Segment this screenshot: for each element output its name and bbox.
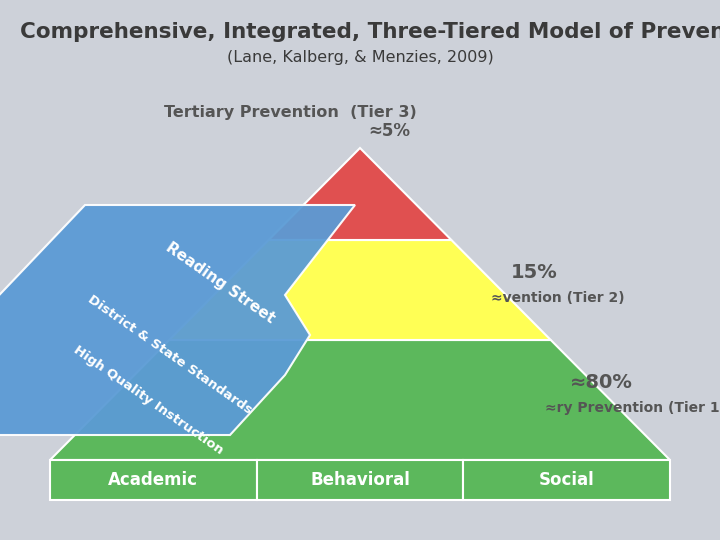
Text: 15%: 15% <box>511 262 558 281</box>
Text: Social: Social <box>539 471 595 489</box>
Polygon shape <box>0 205 355 435</box>
Text: Reading Street: Reading Street <box>163 240 277 326</box>
Text: District & State Standards: District & State Standards <box>86 293 255 417</box>
Text: Behavioral: Behavioral <box>310 471 410 489</box>
Bar <box>256 460 464 500</box>
Text: Academic: Academic <box>108 471 198 489</box>
Text: Tertiary Prevention  (Tier 3): Tertiary Prevention (Tier 3) <box>163 105 416 120</box>
Polygon shape <box>169 240 551 340</box>
Text: ≈5%: ≈5% <box>368 122 410 140</box>
Text: ≈vention (Tier 2): ≈vention (Tier 2) <box>491 291 625 305</box>
Polygon shape <box>269 148 451 240</box>
Bar <box>50 460 256 500</box>
Bar <box>0 0 720 75</box>
Text: Comprehensive, Integrated, Three-Tiered Model of Prevention: Comprehensive, Integrated, Three-Tiered … <box>20 22 720 42</box>
Text: (Lane, Kalberg, & Menzies, 2009): (Lane, Kalberg, & Menzies, 2009) <box>227 50 493 65</box>
Polygon shape <box>50 340 670 460</box>
Text: High Quality Instruction: High Quality Instruction <box>71 343 225 457</box>
Bar <box>464 460 670 500</box>
Text: ≈80%: ≈80% <box>570 373 634 392</box>
Text: ≈ry Prevention (Tier 1): ≈ry Prevention (Tier 1) <box>545 401 720 415</box>
